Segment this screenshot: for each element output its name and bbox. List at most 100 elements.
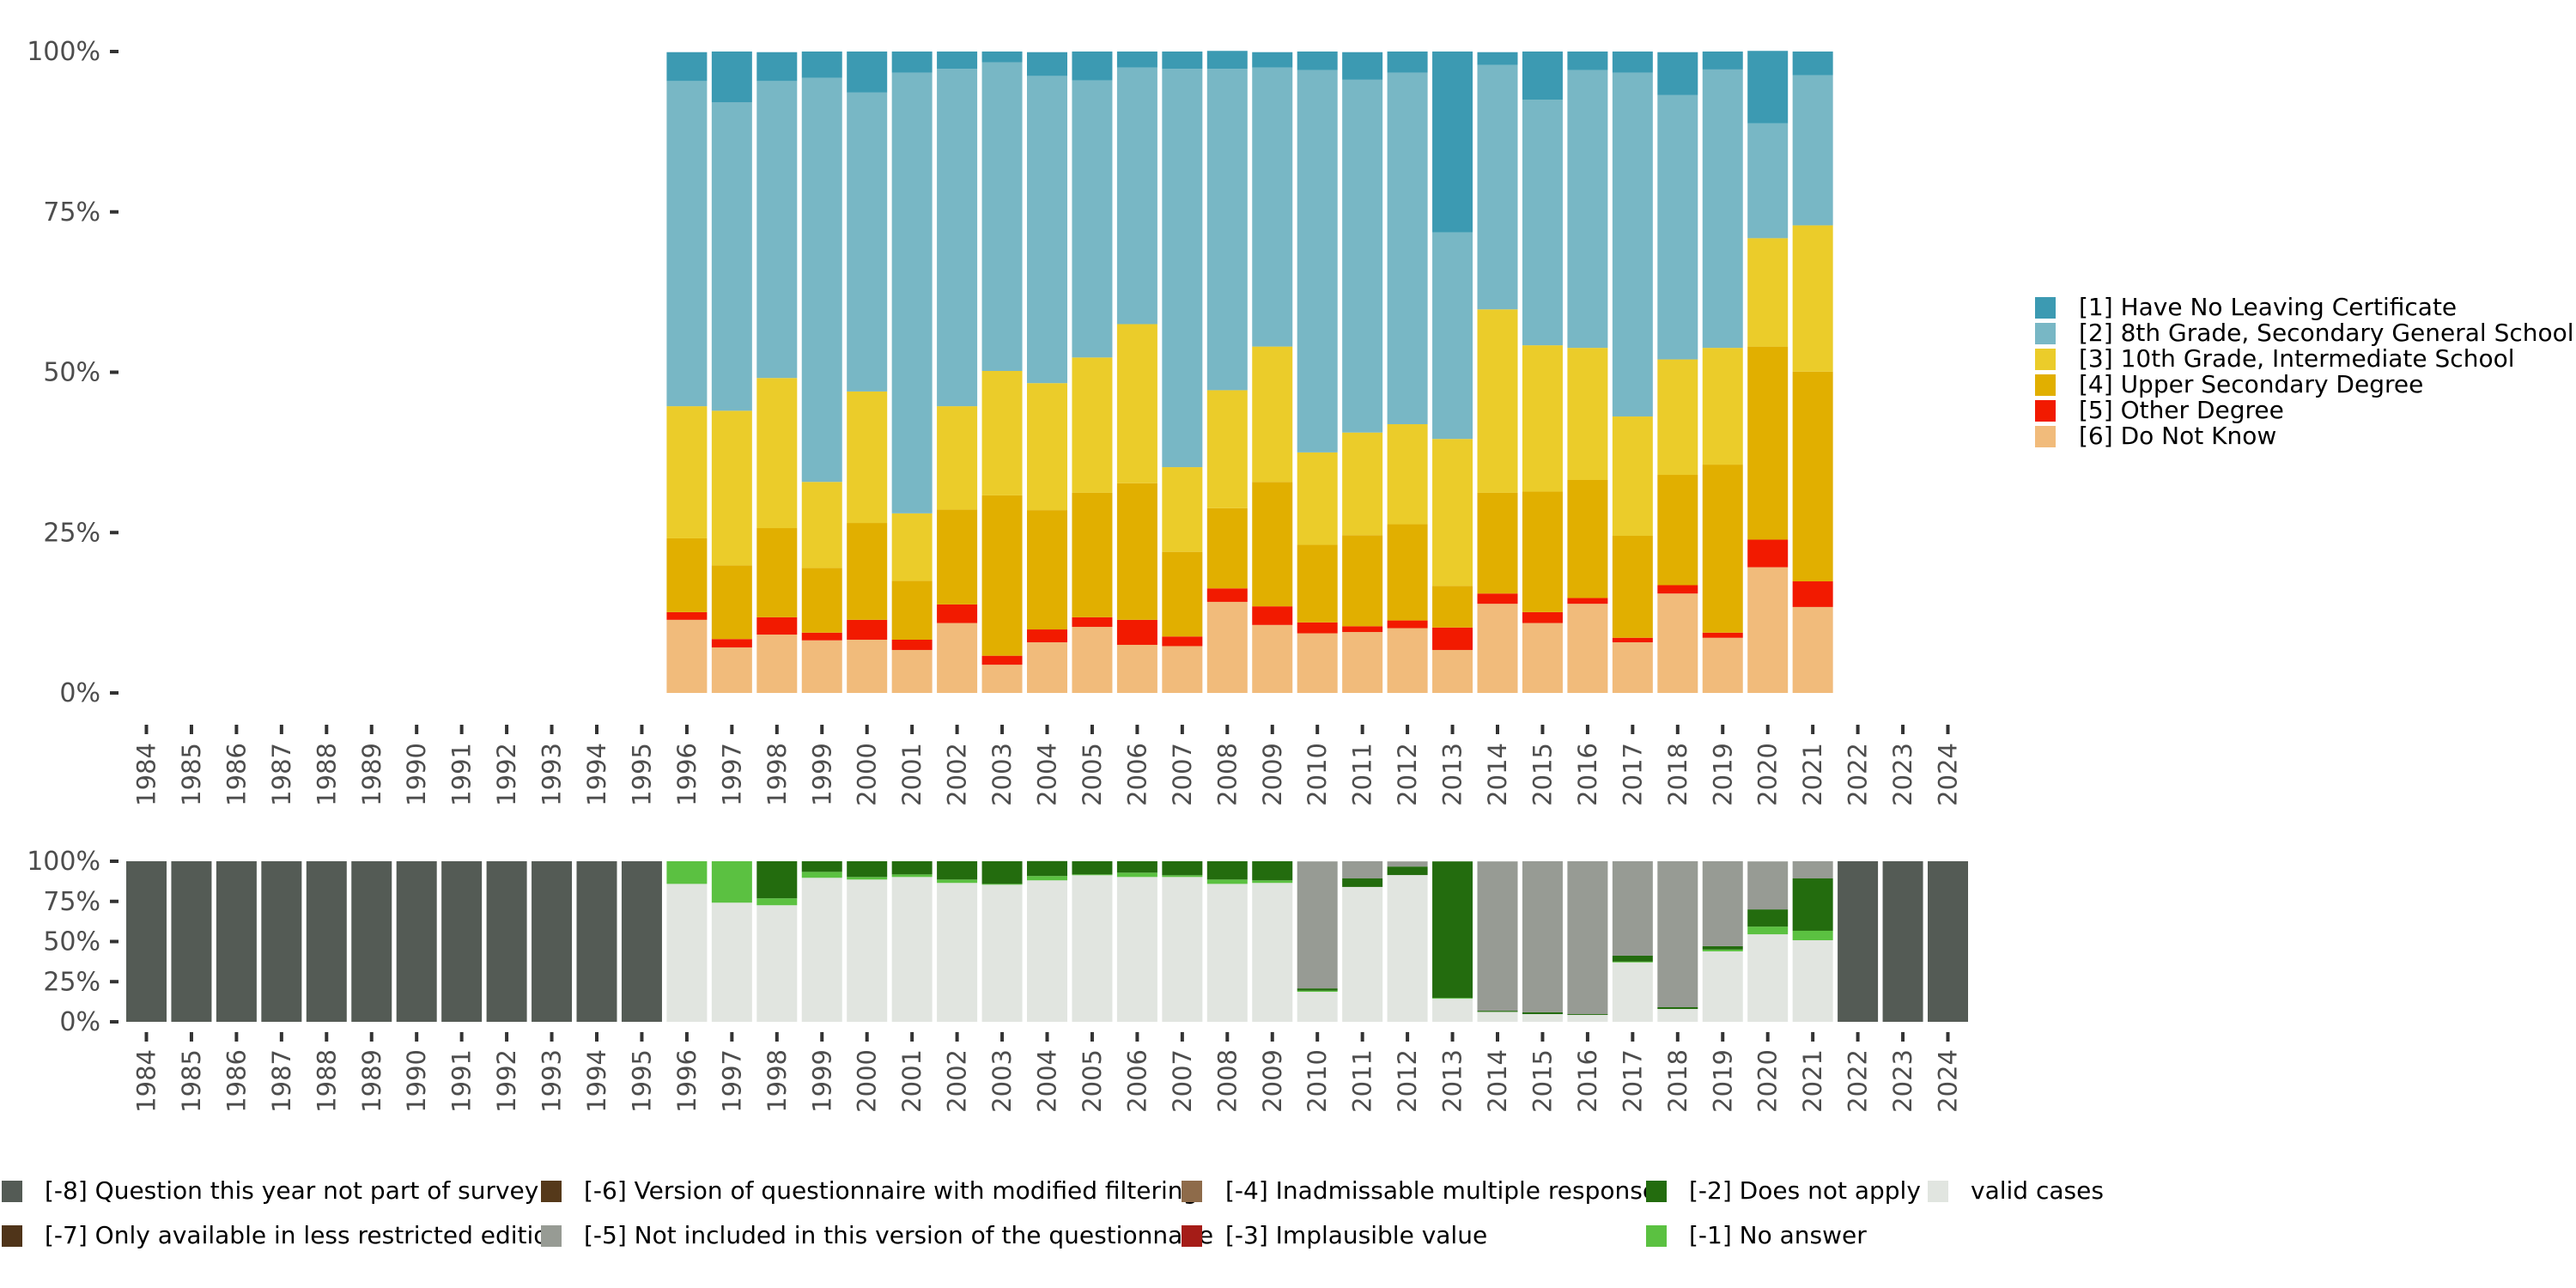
- bottom-bar-segment: [847, 879, 888, 1022]
- bottom-bar-segment: [306, 861, 347, 1022]
- top-bar-segment: [937, 406, 978, 510]
- legend-swatch: [1182, 1181, 1202, 1202]
- top-bar-segment: [1072, 627, 1113, 693]
- top-bar-segment: [756, 378, 798, 529]
- bottom-x-tick-label: 2012: [1393, 1049, 1422, 1113]
- top-y-tick-label: 25%: [43, 518, 100, 548]
- bottom-bar-segment: [1387, 875, 1428, 1022]
- bottom-bar-segment: [1792, 940, 1833, 1022]
- top-bar-segment: [1072, 617, 1113, 628]
- top-bar-segment: [937, 69, 978, 407]
- top-bar-segment: [1162, 52, 1203, 70]
- bottom-bar-segment: [1252, 883, 1293, 1022]
- top-x-tick-label: 1991: [447, 743, 477, 806]
- bottom-bar-segment: [1477, 1011, 1518, 1012]
- bottom-bar-segment: [1297, 988, 1338, 991]
- legend-swatch: [541, 1181, 562, 1202]
- top-bar-segment: [1567, 70, 1608, 349]
- legend-swatch: [1182, 1225, 1202, 1247]
- bottom-bar-segment: [1882, 861, 1923, 1022]
- bottom-x-tick-label: 2019: [1708, 1049, 1737, 1113]
- legend-label: [3] 10th Grade, Intermediate School: [2079, 344, 2515, 373]
- top-x-tick-label: 1999: [807, 743, 836, 806]
- top-x-tick-label: 2009: [1258, 743, 1287, 806]
- top-bar-segment: [1027, 383, 1067, 511]
- top-bar-segment: [1162, 636, 1203, 647]
- top-bar-segment: [1567, 479, 1608, 598]
- top-bar-segment: [1522, 491, 1563, 612]
- top-bar-segment: [1612, 416, 1653, 536]
- top-x-tick-label: 2020: [1753, 743, 1783, 806]
- top-bar-segment: [711, 52, 752, 103]
- top-bar-segment: [801, 77, 842, 483]
- bottom-x-tick-label: 1985: [177, 1049, 206, 1113]
- top-bar-segment: [756, 617, 798, 635]
- top-bar-segment: [1477, 64, 1518, 310]
- bottom-bar-segment: [937, 861, 978, 880]
- top-bar-segment: [1567, 604, 1608, 693]
- bottom-legend: [-8] Question this year not part of surv…: [2, 1176, 2104, 1249]
- top-x-tick-label: 1992: [492, 743, 521, 806]
- bottom-x-tick-label: 2018: [1663, 1049, 1692, 1113]
- top-bar-segment: [1657, 585, 1698, 594]
- bottom-bar-segment: [937, 883, 978, 1022]
- top-x-tick-label: 1997: [717, 743, 746, 806]
- legend-label: [-4] Inadmissable multiple response: [1225, 1176, 1657, 1205]
- top-y-tick-label: 0%: [59, 678, 100, 708]
- top-bar-segment: [1567, 52, 1608, 70]
- top-x-tick-label: 2003: [987, 743, 1017, 806]
- bottom-bar-segment: [441, 861, 483, 1022]
- top-bar-segment: [1792, 606, 1833, 693]
- top-bar-segment: [1387, 620, 1428, 629]
- top-x-tick-label: 2018: [1663, 743, 1692, 806]
- top-bar-segment: [801, 482, 842, 568]
- top-x-tick-label: 2012: [1393, 743, 1422, 806]
- bottom-x-tick-label: 1998: [762, 1049, 792, 1113]
- bottom-y-tick-label: 50%: [43, 927, 100, 957]
- legend-label: [-1] No answer: [1689, 1221, 1867, 1249]
- top-bar-segment: [1116, 324, 1157, 483]
- top-x-tick-label: 2004: [1033, 743, 1062, 806]
- bottom-bar-segment: [756, 861, 798, 899]
- top-bar-segment: [1747, 51, 1789, 124]
- top-bar-segment: [711, 639, 752, 647]
- bottom-y-axis: 0% 25% 50% 75% 100%: [27, 847, 118, 1037]
- bottom-bar-segment: [1072, 874, 1113, 876]
- bottom-x-tick-label: 2001: [897, 1049, 927, 1113]
- top-x-tick-label: 2024: [1934, 743, 1963, 806]
- bottom-bar-segment: [847, 861, 888, 878]
- bottom-bar-segment: [1252, 880, 1293, 884]
- top-bar-segment: [1792, 225, 1833, 372]
- bottom-x-tick-label: 1991: [447, 1049, 477, 1113]
- top-bar-segment: [847, 639, 888, 693]
- top-bar-segment: [891, 52, 933, 73]
- bottom-x-tick-label: 2008: [1212, 1049, 1242, 1113]
- top-bar-segment: [756, 635, 798, 693]
- bottom-x-tick-label: 1987: [267, 1049, 296, 1113]
- top-bar-segment: [1657, 94, 1698, 360]
- legend-label: [-5] Not included in this version of the…: [584, 1221, 1213, 1249]
- top-x-tick-label: 1998: [762, 743, 792, 806]
- top-bar-segment: [1252, 624, 1293, 693]
- top-bar-segment: [1567, 348, 1608, 480]
- top-bar-segment: [1612, 637, 1653, 642]
- top-bar-segment: [1432, 627, 1473, 650]
- top-bar-segment: [666, 538, 708, 612]
- legend-label: [-6] Version of questionnaire with modif…: [584, 1176, 1198, 1205]
- top-bar-segment: [1612, 52, 1653, 73]
- top-bar-segment: [1027, 629, 1067, 642]
- top-bar-segment: [981, 62, 1023, 372]
- bottom-bar-segment: [1702, 949, 1743, 951]
- bottom-bar-segment: [1162, 877, 1203, 1022]
- top-x-tick-label: 1995: [627, 743, 656, 806]
- top-bar-segment: [1477, 309, 1518, 493]
- bottom-bar-segment: [1432, 999, 1473, 1022]
- top-x-tick-label: 2001: [897, 743, 927, 806]
- legend-swatch: [541, 1225, 562, 1247]
- top-bar-segment: [711, 647, 752, 693]
- bottom-bar-segment: [1522, 1014, 1563, 1022]
- top-bar-segment: [1252, 52, 1293, 68]
- top-bar-segment: [981, 655, 1023, 665]
- top-bar-segment: [1206, 69, 1248, 391]
- top-bar-segment: [937, 509, 978, 605]
